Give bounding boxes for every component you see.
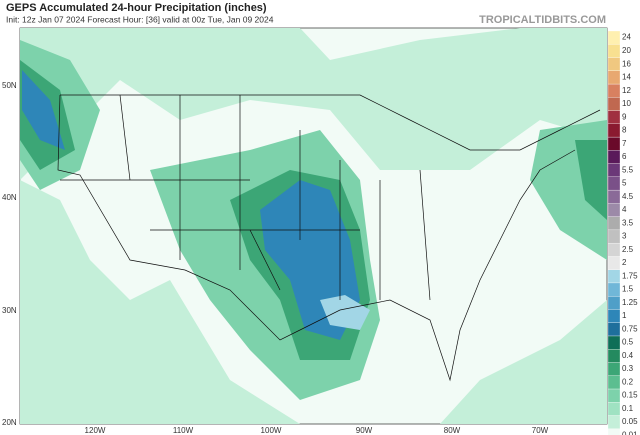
colorbar-swatch <box>607 163 621 177</box>
colorbar-label: 1.5 <box>622 285 634 294</box>
colorbar-swatch <box>607 216 621 231</box>
colorbar-label: 2 <box>622 258 627 267</box>
colorbar-label: 0.05 <box>622 417 638 426</box>
colorbar-swatch <box>607 136 621 151</box>
lon-label: 90W <box>356 426 373 435</box>
colorbar-label: 10 <box>622 99 631 108</box>
colorbar-label: 3 <box>622 232 627 241</box>
colorbar-label: 0.4 <box>622 351 634 360</box>
colorbar-label: 4.5 <box>622 192 634 201</box>
colorbar-swatch <box>607 256 621 270</box>
colorbar-swatch <box>607 428 621 435</box>
colorbar-label: 0.1 <box>622 404 634 413</box>
colorbar-label: 14 <box>622 73 631 82</box>
lat-label: 40N <box>2 193 17 202</box>
colorbar-swatch <box>607 229 621 244</box>
lon-label: 110W <box>173 426 194 435</box>
colorbar-swatch <box>607 70 621 85</box>
title: GEPS Accumulated 24-hour Precipitation (… <box>6 2 267 14</box>
colorbar-label: 5.5 <box>622 165 634 174</box>
colorbar-label: 0.2 <box>622 377 634 386</box>
lon-label: 70W <box>532 426 549 435</box>
colorbar-swatch <box>607 110 621 124</box>
colorbar-swatch <box>607 203 621 217</box>
colorbar-label: 8 <box>622 126 627 135</box>
colorbar-label: 16 <box>622 59 631 68</box>
colorbar-label: 20 <box>622 46 631 55</box>
lon-label: 80W <box>444 426 461 435</box>
colorbar-label: 1 <box>622 311 627 320</box>
subtitle: Init: 12z Jan 07 2024 Forecast Hour: [36… <box>6 14 274 24</box>
colorbar-swatch <box>607 44 621 58</box>
colorbar-label: 0.3 <box>622 364 634 373</box>
colorbar-label: 0.01 <box>622 430 638 435</box>
colorbar-swatch <box>607 309 621 323</box>
colorbar-swatch <box>607 189 621 204</box>
colorbar-swatch <box>607 97 621 111</box>
colorbar-label: 0.75 <box>622 324 638 333</box>
colorbar-label: 6 <box>622 152 627 161</box>
lat-label: 50N <box>2 81 17 90</box>
colorbar-swatch <box>607 282 621 297</box>
colorbar-swatch <box>607 415 621 429</box>
colorbar-label: 2.5 <box>622 245 634 254</box>
colorbar-swatch <box>607 269 621 284</box>
colorbar-swatch <box>607 176 621 191</box>
map-area <box>19 27 608 425</box>
lon-label: 100W <box>261 426 282 435</box>
colorbar-swatch <box>607 83 621 98</box>
colorbar-label: 0.5 <box>622 338 634 347</box>
colorbar-swatch <box>607 375 621 390</box>
colorbar-swatch <box>607 30 621 45</box>
lat-label: 30N <box>2 306 17 315</box>
brand: TROPICALTIDBITS.COM <box>479 14 606 26</box>
colorbar-swatch <box>607 242 621 257</box>
colorbar-swatch <box>607 388 621 403</box>
colorbar-label: 0.15 <box>622 391 638 400</box>
colorbar-label: 12 <box>622 86 631 95</box>
colorbar-label: 9 <box>622 112 627 121</box>
colorbar-label: 1.25 <box>622 298 638 307</box>
colorbar-swatch <box>607 57 621 71</box>
colorbar-swatch <box>607 296 621 310</box>
lat-label: 20N <box>2 418 17 427</box>
colorbar-label: 7 <box>622 139 627 148</box>
colorbar-swatch <box>607 322 621 337</box>
colorbar-label: 24 <box>622 33 631 42</box>
colorbar-label: 3.5 <box>622 218 634 227</box>
colorbar-swatch <box>607 150 621 164</box>
colorbar-swatch <box>607 362 621 376</box>
colorbar-label: 4 <box>622 205 627 214</box>
colorbar-label: 1.75 <box>622 271 638 280</box>
colorbar-swatch <box>607 349 621 363</box>
lon-label: 120W <box>85 426 106 435</box>
colorbar-label: 5 <box>622 179 627 188</box>
colorbar-swatch <box>607 123 621 138</box>
colorbar-swatch <box>607 335 621 350</box>
colorbar-swatch <box>607 402 621 416</box>
